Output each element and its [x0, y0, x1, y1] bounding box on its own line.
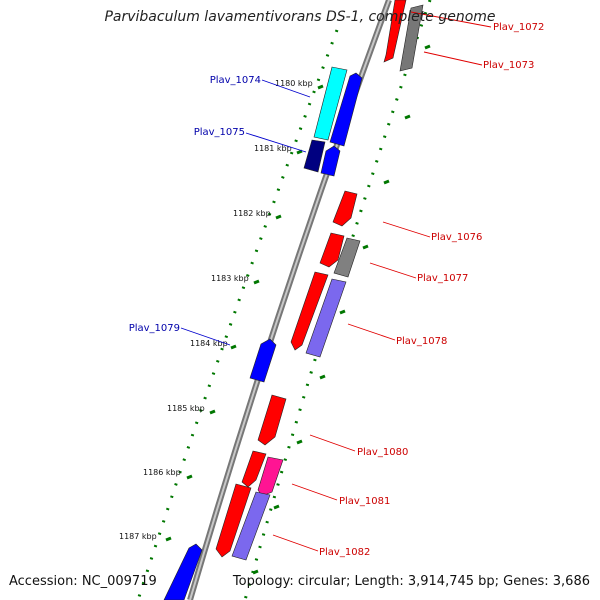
scale-label-1185: 1185 kbp: [167, 404, 205, 413]
major-ticks: [165, 44, 431, 575]
genome-summary-text: Topology: circular; Length: 3,914,745 bp…: [232, 574, 590, 589]
gene-feature-plav-1081[interactable]: [257, 456, 284, 497]
gene-label-plav-1072[interactable]: Plav_1072: [493, 22, 544, 33]
scale-label-1186: 1186 kbp: [143, 468, 181, 477]
gene-label-plav-1079[interactable]: Plav_1079: [129, 323, 180, 334]
gene-label-plav-1073[interactable]: Plav_1073: [483, 60, 534, 71]
gene-label-plav-1080[interactable]: Plav_1080: [357, 447, 408, 458]
gene-label-plav-1078[interactable]: Plav_1078: [396, 336, 447, 347]
gene-feature-plav-1075[interactable]: [303, 139, 326, 173]
gene-feature-plav-1077[interactable]: [333, 237, 361, 278]
gene-feature-plav-1076b[interactable]: [319, 232, 345, 268]
gene-label-plav-1082[interactable]: Plav_1082: [319, 547, 370, 558]
gene-label-plav-1075[interactable]: Plav_1075: [194, 127, 245, 138]
gene-feature-plav-1078b[interactable]: [305, 278, 347, 358]
scale-label-1181: 1181 kbp: [254, 144, 292, 153]
gene-feature-plav-1082[interactable]: [231, 491, 271, 561]
scale-label-1183: 1183 kbp: [211, 274, 249, 283]
gene-feature-plav-1073[interactable]: [399, 4, 424, 72]
leader-lines: [180, 11, 492, 552]
gene-feature-plav-1075b[interactable]: [320, 145, 341, 177]
scale-label-1187: 1187 kbp: [119, 532, 157, 541]
gene-label-plav-1076[interactable]: Plav_1076: [431, 232, 482, 243]
scale-label-1184: 1184 kbp: [190, 339, 228, 348]
map-title: Parvibaculum lavamentivorans DS-1, compl…: [104, 9, 496, 25]
gene-feature-plav-1072[interactable]: [383, 0, 407, 63]
gene-feature-plav-1074[interactable]: [313, 66, 348, 141]
gene-label-plav-1081[interactable]: Plav_1081: [339, 496, 390, 507]
gene-feature-plav-1078[interactable]: [290, 271, 329, 351]
gene-feature-plav-1080[interactable]: [257, 394, 287, 446]
scale-label-1182: 1182 kbp: [233, 209, 271, 218]
gene-label-plav-1077[interactable]: Plav_1077: [417, 273, 468, 284]
scale-label-1180: 1180 kbp: [275, 79, 313, 88]
gene-feature-plav-1076[interactable]: [332, 190, 358, 227]
gene-feature-plav-1074b[interactable]: [329, 72, 363, 147]
gene-feature-plav-1079[interactable]: [249, 338, 277, 383]
gene-label-plav-1074[interactable]: Plav_1074: [210, 75, 261, 86]
gene-feature-plav-1083[interactable]: [163, 543, 203, 600]
accession-text: Accession: NC_009719: [9, 574, 157, 589]
gene-features: [163, 0, 424, 600]
gene-feature-plav-1080b[interactable]: [241, 450, 267, 488]
gene-feature-plav-1082a[interactable]: [215, 483, 252, 558]
